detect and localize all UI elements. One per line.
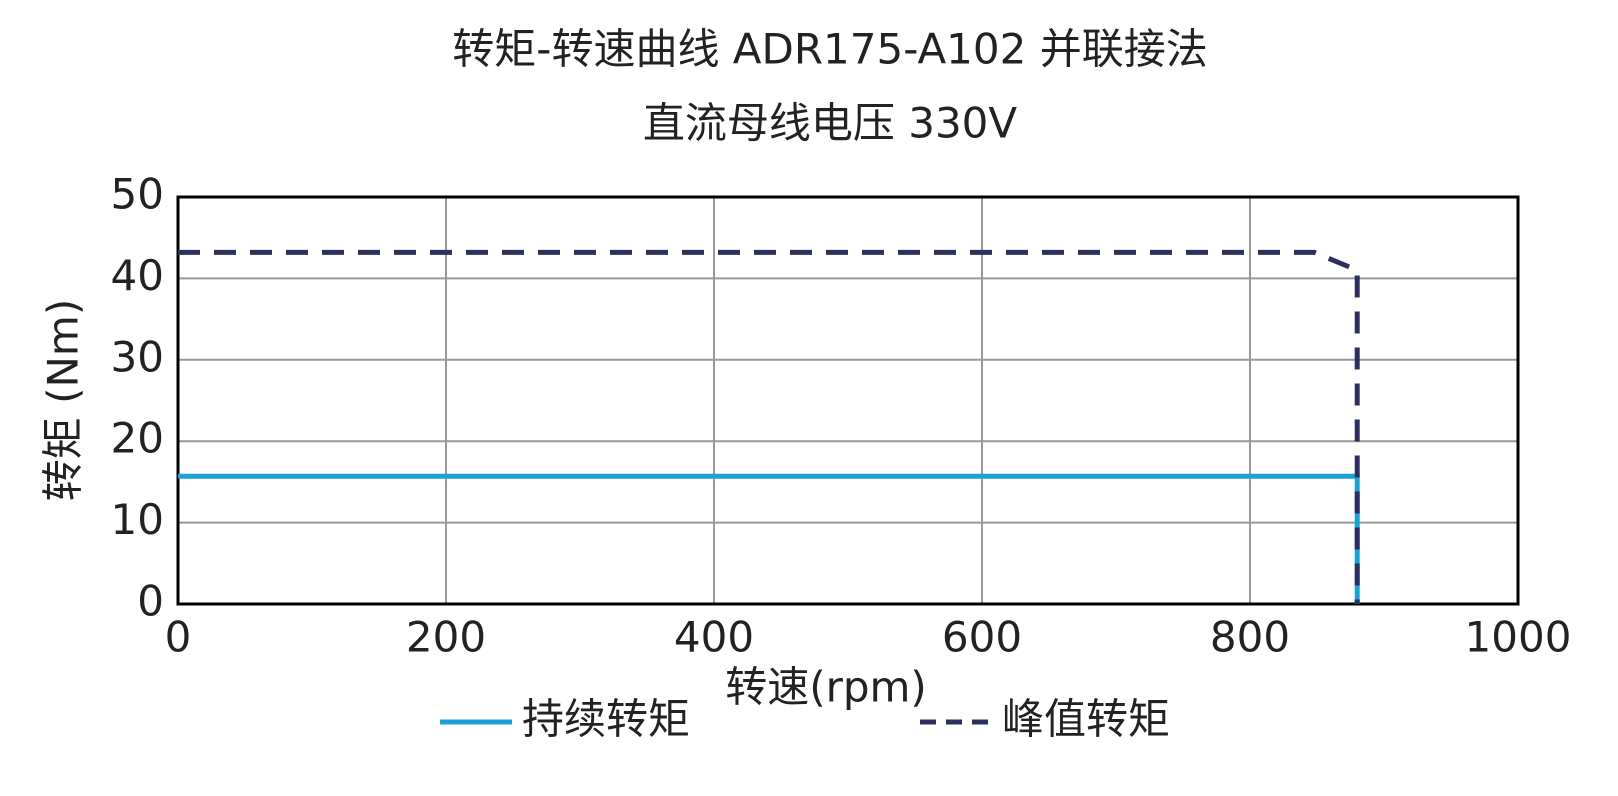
legend-label: 持续转矩	[522, 695, 690, 744]
x-tick-label: 600	[942, 613, 1022, 662]
x-tick-label: 800	[1210, 613, 1290, 662]
x-tick-label: 1000	[1465, 613, 1572, 662]
y-axis-label: 转矩 (Nm)	[39, 299, 88, 501]
line	[178, 473, 1360, 604]
line	[178, 249, 1360, 604]
y-tick-label: 20	[111, 414, 164, 463]
x-tick-label: 400	[674, 613, 754, 662]
y-tick-label: 10	[111, 495, 164, 544]
chart-subtitle: 直流母线电压 330V	[643, 99, 1018, 148]
y-tick-label: 50	[111, 170, 164, 219]
y-tick-label: 30	[111, 332, 164, 381]
x-tick-label: 200	[406, 613, 486, 662]
plot-frame	[176, 195, 1520, 606]
x-tick-label: 0	[165, 613, 192, 662]
chart-title: 转矩-转速曲线 ADR175-A102 并联接法	[452, 25, 1207, 74]
legend-label: 峰值转矩	[1002, 695, 1170, 744]
x-axis-label: 转速(rpm)	[725, 663, 927, 712]
y-tick-label: 0	[137, 577, 164, 626]
y-tick-label: 40	[111, 251, 164, 300]
